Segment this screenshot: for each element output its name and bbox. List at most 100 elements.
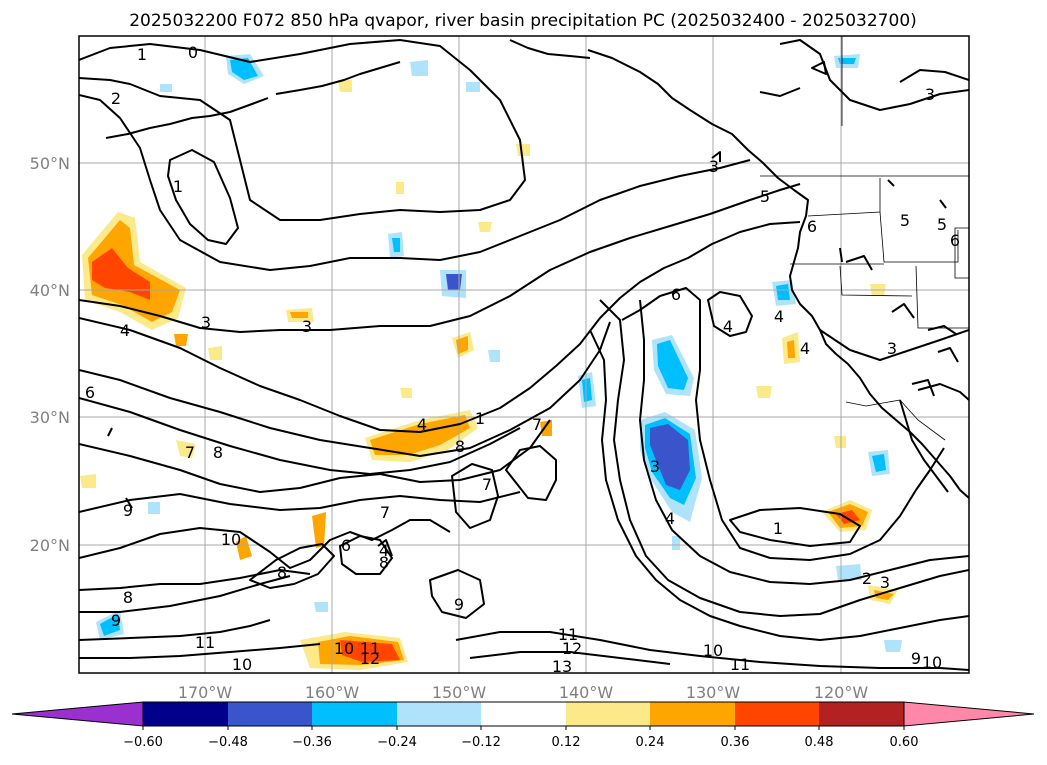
lat-label: 20°N bbox=[30, 536, 70, 555]
anomaly-negative-patch bbox=[392, 238, 400, 252]
contour-label: 0 bbox=[188, 43, 198, 62]
lat-axis-labels: 50°N 40°N 30°N 20°N bbox=[30, 154, 70, 555]
contour-label: 4 bbox=[665, 509, 675, 528]
anomaly-positive-patch bbox=[836, 510, 860, 524]
anomaly-negative-patch bbox=[872, 454, 886, 472]
lon-label: 170°W bbox=[178, 683, 233, 702]
contour-label: 5 bbox=[937, 215, 947, 234]
anomaly-positive-patch bbox=[236, 536, 252, 560]
anomaly-negative-patch bbox=[650, 424, 690, 490]
contour-label: 7 bbox=[532, 415, 542, 434]
colorbar: −0.60 −0.48 −0.36 −0.24 −0.12 0.12 0.24 … bbox=[11, 701, 1035, 750]
contour-label: 8 bbox=[123, 588, 133, 607]
colorbar-segment bbox=[143, 702, 228, 726]
colorbar-segment bbox=[397, 702, 481, 726]
anomaly-positive-patch bbox=[92, 248, 150, 300]
anomaly-negative-patch bbox=[100, 614, 120, 636]
map-area[interactable]: 1 0 2 1 3 3 5 6 5 5 6 6 4 4 4 3 3 3 4 6 … bbox=[79, 36, 969, 676]
colorbar-segment bbox=[819, 702, 904, 726]
anomaly-positive-patch bbox=[338, 80, 352, 92]
contour-label: 4 bbox=[417, 415, 427, 434]
colorbar-tick-label: 0.48 bbox=[805, 735, 834, 750]
contour-label: 8 bbox=[379, 553, 389, 572]
lon-label: 160°W bbox=[305, 683, 360, 702]
contour-label: 3 bbox=[880, 573, 890, 592]
anomaly-positive-patch bbox=[540, 420, 552, 436]
contour-label: 6 bbox=[671, 285, 681, 304]
borders bbox=[760, 36, 969, 441]
contour-label: 1 bbox=[773, 519, 783, 538]
anomaly-positive-patch bbox=[290, 312, 308, 318]
contour-label: 8 bbox=[213, 443, 223, 462]
colorbar-segment bbox=[312, 702, 397, 726]
contour-label: 3 bbox=[650, 457, 660, 476]
colorbar-tick-label: −0.24 bbox=[377, 735, 417, 750]
anomaly-negative-patch bbox=[230, 58, 258, 80]
contour-labels: 1 0 2 1 3 3 5 6 5 5 6 6 4 4 4 3 3 3 4 6 … bbox=[85, 43, 960, 676]
anomaly-positive-patch bbox=[208, 346, 222, 360]
anomaly-positive-patch bbox=[80, 474, 96, 488]
contour-label: 13 bbox=[552, 657, 572, 676]
colorbar-tick-label: −0.36 bbox=[292, 735, 332, 750]
contour-label: 5 bbox=[900, 211, 910, 230]
contour-label: 1 bbox=[137, 45, 147, 64]
lat-label: 50°N bbox=[30, 154, 70, 173]
colorbar-tick-label: −0.48 bbox=[208, 735, 248, 750]
map-frame bbox=[78, 35, 970, 674]
contour-label: 3 bbox=[201, 313, 211, 332]
contour-label: 12 bbox=[360, 649, 380, 668]
contour-label: 7 bbox=[185, 443, 195, 462]
contour-label: 8 bbox=[277, 563, 287, 582]
anomaly-positive-patch bbox=[874, 590, 894, 600]
anomaly-positive-patch bbox=[396, 182, 404, 194]
colorbar-tick-label: −0.60 bbox=[123, 735, 163, 750]
lon-label: 120°W bbox=[814, 683, 869, 702]
anomaly-positive-patch bbox=[516, 144, 530, 156]
colorbar-tick-label: 0.36 bbox=[721, 735, 750, 750]
colorbar-segment bbox=[228, 702, 312, 726]
anomaly-positive-patch bbox=[174, 334, 188, 346]
lon-label: 150°W bbox=[432, 683, 487, 702]
colorbar-tick-label: −0.12 bbox=[461, 735, 501, 750]
anomaly-positive-patch bbox=[478, 222, 492, 232]
anomaly-positive-patch bbox=[756, 386, 772, 398]
map-title: 2025032200 F072 850 hPa qvapor, river ba… bbox=[129, 11, 917, 31]
contour-label: 10 bbox=[334, 639, 354, 658]
contour-label: 10 bbox=[221, 530, 241, 549]
lat-label: 30°N bbox=[30, 408, 70, 427]
anomaly-negative-patch bbox=[160, 84, 172, 92]
contour-label: 4 bbox=[379, 541, 389, 560]
lon-label: 130°W bbox=[686, 683, 741, 702]
anomaly-negative-patch bbox=[836, 564, 862, 580]
contour-label: 4 bbox=[774, 307, 784, 326]
anomaly-negative-patch bbox=[410, 60, 428, 76]
contour-label: 6 bbox=[807, 217, 817, 236]
lat-label: 40°N bbox=[30, 281, 70, 300]
contour-label: 2 bbox=[111, 89, 121, 108]
contour-label: 10 bbox=[703, 641, 723, 660]
anomaly-negative-patch bbox=[148, 502, 160, 514]
contour-label: 3 bbox=[925, 85, 935, 104]
contour-label: 3 bbox=[887, 339, 897, 358]
contour-label: 4 bbox=[800, 339, 810, 358]
anomaly-positive-patch bbox=[787, 340, 795, 358]
contour-label: 5 bbox=[760, 187, 770, 206]
anomaly-negative-patch bbox=[657, 340, 688, 390]
contour-label: 6 bbox=[85, 383, 95, 402]
contour-label: 1 bbox=[173, 177, 183, 196]
anomaly-negative-patch bbox=[838, 58, 856, 64]
colorbar-tick-label: 0.24 bbox=[636, 735, 665, 750]
colorbar-segment bbox=[735, 702, 819, 726]
anomaly-negative-patch bbox=[446, 274, 462, 290]
anomaly-negative-patch bbox=[884, 640, 902, 652]
contour-label: 2 bbox=[862, 569, 872, 588]
contour-label: 9 bbox=[123, 501, 133, 520]
anomaly-positive-patch bbox=[834, 436, 846, 448]
anomaly-positive-patch bbox=[400, 388, 412, 398]
contour-label: 3 bbox=[302, 317, 312, 336]
contour-label: 10 bbox=[922, 653, 942, 672]
contour-label: 6 bbox=[341, 536, 351, 555]
anomaly-negative-patch bbox=[466, 82, 480, 92]
contour-label: 12 bbox=[562, 639, 582, 658]
anomaly-positive-patch bbox=[176, 440, 196, 458]
